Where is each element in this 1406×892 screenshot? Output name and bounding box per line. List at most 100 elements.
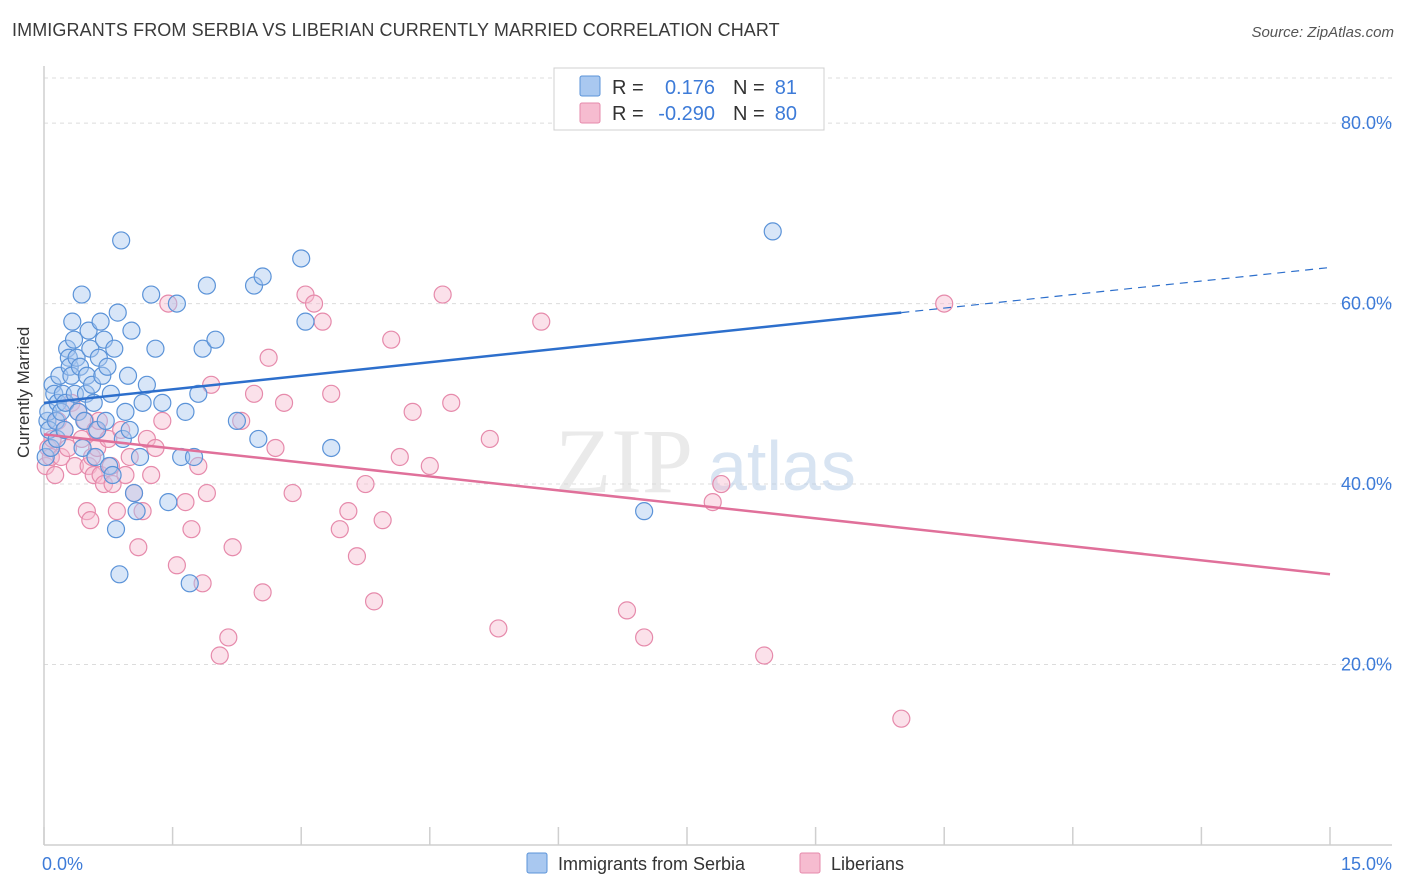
serbia-point — [193, 339, 212, 358]
serbia-point — [249, 429, 268, 449]
liberians-point — [373, 511, 392, 530]
liberians-point — [712, 474, 731, 494]
y-tick-label: 80.0% — [1341, 113, 1392, 133]
serbia-point — [142, 285, 161, 304]
serbia-point — [36, 447, 55, 467]
serbia-point — [79, 321, 98, 340]
serbia-point — [118, 366, 138, 385]
serbia-point — [197, 276, 216, 295]
liberians-point — [89, 411, 108, 430]
liberians-point — [176, 493, 195, 512]
y-tick-label: 60.0% — [1341, 294, 1392, 314]
legend-r-value: 0.176 — [665, 77, 715, 99]
liberians-point — [253, 583, 272, 602]
serbia-point — [116, 402, 135, 421]
serbia-point — [86, 447, 105, 467]
serbia-point — [105, 339, 124, 358]
y-tick-label: 40.0% — [1341, 474, 1392, 494]
liberians-point — [84, 465, 103, 485]
liberians-point — [46, 465, 65, 485]
liberians-point — [210, 646, 229, 665]
legend-swatch-serbia — [579, 75, 601, 97]
chart-source: Source: ZipAtlas.com — [1251, 24, 1394, 41]
liberians-point — [193, 574, 212, 593]
serbia-point — [176, 402, 195, 421]
liberians-point — [107, 502, 126, 521]
serbia-point — [93, 366, 112, 385]
liberians-point — [532, 312, 551, 331]
liberians-point — [403, 402, 422, 421]
liberians-point — [219, 628, 238, 647]
serbia-point — [91, 312, 110, 331]
liberians-points — [36, 285, 954, 728]
serbia-point — [184, 447, 204, 467]
liberians-point — [182, 520, 201, 539]
legend-r-label: R = — [612, 77, 644, 99]
serbia-point — [106, 520, 126, 539]
x-tick-label: 0.0% — [42, 854, 83, 874]
liberians-point — [81, 511, 100, 530]
serbia-points — [36, 222, 782, 593]
serbia-point — [635, 502, 654, 521]
serbia-point — [108, 303, 127, 322]
legend-n-label: N = — [733, 77, 765, 99]
serbia-point — [112, 231, 131, 250]
liberians-point — [356, 474, 375, 494]
legend-n-value: 81 — [775, 77, 797, 99]
serbia-point — [227, 411, 246, 430]
watermark-atlas: atlas — [708, 427, 856, 505]
serbia-point — [96, 411, 115, 430]
liberians-point — [617, 601, 637, 620]
serbia-point — [153, 393, 172, 412]
serbia-point — [43, 375, 62, 394]
liberians-point — [197, 483, 216, 503]
legend-swatch-liberia — [579, 102, 601, 124]
liberians-point — [167, 556, 186, 575]
serbia-point — [77, 366, 96, 385]
liberians-point — [339, 502, 358, 521]
liberians-point — [433, 285, 452, 304]
liberians-point — [244, 384, 264, 403]
serbia-point — [167, 294, 186, 313]
serbia-point — [206, 330, 225, 349]
legend-r-value: -0.290 — [658, 103, 715, 125]
bottom-legend-liberia: Liberians — [831, 854, 904, 874]
serbia-point — [101, 384, 120, 403]
legend-n-value: 80 — [775, 103, 797, 125]
serbia-point — [98, 357, 117, 376]
top-legend: R = 0.176 N = 81 R = -0.290 N = 80 — [553, 67, 825, 131]
watermark: ZIP atlas — [555, 410, 856, 512]
bottom-legend-serbia: Immigrants from Serbia — [558, 854, 746, 874]
serbia-point — [296, 312, 315, 331]
liberians-point — [382, 330, 401, 349]
liberians-point — [259, 348, 278, 367]
serbia-point — [110, 565, 129, 584]
liberians-point — [266, 438, 285, 458]
liberians-point — [116, 465, 135, 485]
watermark-zip: ZIP — [555, 410, 693, 512]
serbia-point — [146, 339, 165, 358]
serbia-point — [103, 465, 122, 485]
y-tick-label: 20.0% — [1341, 655, 1392, 675]
liberians-point — [330, 520, 349, 539]
serbia-point — [94, 330, 114, 349]
liberians-point — [313, 312, 332, 331]
liberians-point — [52, 447, 71, 467]
liberians-point — [935, 294, 954, 313]
serbia-point — [137, 375, 156, 394]
serbia-trend-extension — [901, 266, 1331, 314]
serbia-point — [130, 447, 150, 467]
liberians-point — [120, 447, 139, 467]
serbia-point — [70, 357, 90, 376]
liberians-point — [489, 619, 508, 638]
bottom-legend-swatch-liberia — [799, 852, 821, 874]
serbia-point — [69, 402, 88, 421]
grid-lines — [44, 77, 1392, 666]
liberians-point — [129, 538, 148, 557]
liberians-point — [189, 456, 208, 476]
legend-n-label: N = — [733, 103, 765, 125]
serbia-point — [60, 357, 79, 376]
serbia-point — [189, 384, 208, 403]
liberians-point — [480, 429, 499, 449]
